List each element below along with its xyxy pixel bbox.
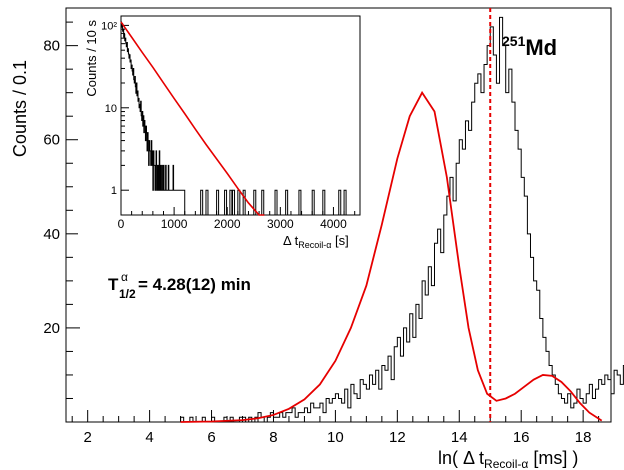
inset-histogram-bin [311, 189, 315, 215]
inset-y-tick-label: 10² [101, 20, 117, 32]
main-y-axis-label: Counts / 0.1 [10, 60, 30, 157]
inset-x-axis-label-suffix: [s] [331, 233, 348, 248]
inset-x-tick-label: 1000 [161, 217, 188, 231]
main-y-tick-label: 60 [43, 132, 60, 149]
inset-histogram-bin [216, 189, 220, 215]
inset-y-ticks: 1 10 10² [101, 20, 129, 197]
inset-histogram-bin [298, 189, 302, 215]
nuclide-label: 251Md [502, 33, 557, 60]
inset-histogram-bin [224, 189, 228, 215]
inset-histogram-bin [229, 189, 233, 215]
inset-histogram-steps [120, 21, 186, 215]
inset-histogram-bin [322, 189, 326, 215]
main-x-axis-label-suffix: [ms] ) [528, 448, 578, 468]
inset-x-axis-label-sub: Recoil-α [298, 240, 331, 250]
inset-histogram-bin [200, 189, 204, 215]
halflife-label: T [108, 275, 119, 294]
main-x-tick-label: 2 [84, 429, 92, 446]
inset-fit-curve [120, 21, 265, 216]
main-x-tick-label: 6 [207, 429, 215, 446]
main-x-ticks: 2 4 6 8 10 12 14 16 18 [71, 410, 600, 446]
main-histogram [180, 16, 624, 423]
inset-y-axis-label: Counts / 10 s [84, 20, 99, 97]
inset-x-ticks: 0 1000 2000 3000 4000 [118, 207, 356, 231]
inset-histogram-bin [253, 189, 257, 215]
inset-x-axis-label-prefix: Δ t [283, 233, 299, 248]
main-x-tick-label: 14 [451, 429, 468, 446]
main-x-tick-label: 10 [327, 429, 344, 446]
inset-x-tick-label: 0 [118, 217, 125, 231]
main-x-axis-label-sub: Recoil-α [484, 457, 528, 470]
inset-histogram-bin [343, 189, 347, 215]
main-y-ticks: 20 40 60 80 [43, 21, 80, 399]
main-x-tick-label: 16 [513, 429, 530, 446]
inset-y-tick-label: 1 [111, 185, 117, 197]
main-x-tick-label: 4 [145, 429, 153, 446]
nuclide-symbol: Md [525, 35, 557, 60]
main-fit-curve [180, 90, 603, 423]
halflife-sub: 1/2 [119, 287, 136, 301]
main-y-tick-label: 20 [43, 320, 60, 337]
main-x-axis-label-prefix: ln( Δ t [438, 448, 484, 468]
main-x-axis-label: ln( Δ tRecoil-α [ms] ) [438, 448, 578, 470]
inset-y-tick-label: 10 [105, 103, 117, 115]
inset-x-tick-label: 2000 [214, 217, 241, 231]
main-histogram-steps [180, 16, 624, 423]
main-x-tick-label: 12 [389, 429, 406, 446]
main-y-tick-label: 40 [43, 226, 60, 243]
halflife-prefix: T [108, 275, 119, 294]
inset-histogram-bin [205, 189, 209, 215]
nuclide-mass: 251 [502, 33, 526, 49]
main-plot-frame [65, 7, 612, 423]
inset-x-axis-label: Δ tRecoil-α [s] [283, 233, 349, 250]
main-x-tick-label: 8 [269, 429, 277, 446]
inset-x-tick-label: 3000 [267, 217, 294, 231]
inset-histogram-bin [242, 189, 246, 215]
main-x-tick-label: 18 [575, 429, 592, 446]
inset-histogram-bin [232, 189, 236, 215]
inset-background [78, 13, 366, 261]
inset-histogram-bin [274, 189, 278, 215]
inset-plot: 0 1000 2000 3000 4000 1 10 10² [78, 13, 366, 261]
inset-x-tick-label: 4000 [320, 217, 347, 231]
halflife-sup: α [121, 270, 128, 284]
halflife-value: = 4.28(12) min [138, 275, 251, 294]
inset-histogram [120, 21, 347, 215]
inset-histogram-bin [285, 189, 289, 215]
inset-histogram-bin [338, 189, 342, 215]
inset-histogram-bin [261, 189, 265, 215]
main-y-tick-label: 80 [43, 38, 60, 55]
